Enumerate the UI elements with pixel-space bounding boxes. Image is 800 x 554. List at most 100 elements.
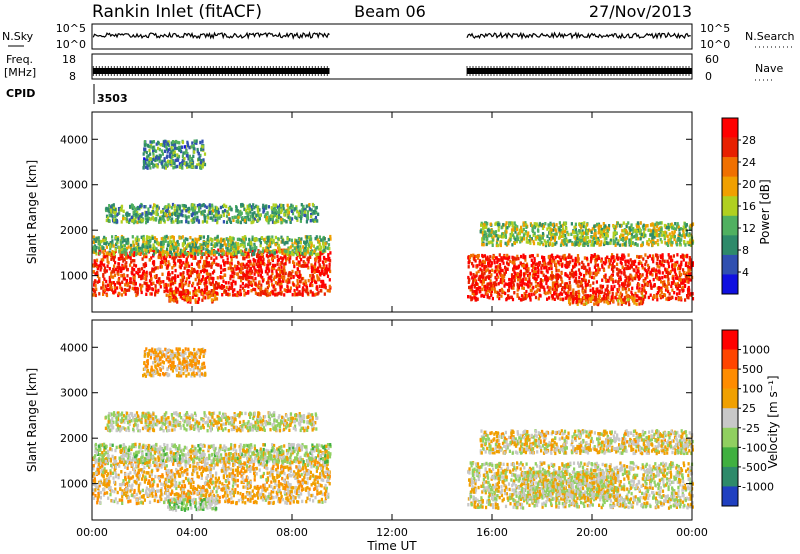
range-cell [208, 253, 211, 258]
range-cell [300, 251, 303, 255]
range-cell [144, 274, 147, 278]
range-cell [177, 247, 180, 251]
range-cell [216, 235, 219, 239]
range-cell [615, 237, 618, 241]
range-cell [551, 259, 554, 263]
range-cell [166, 247, 169, 251]
range-cell [148, 279, 152, 283]
range-cell [637, 237, 640, 241]
range-cell [249, 210, 252, 214]
range-cell [318, 235, 321, 239]
range-cell [663, 280, 666, 284]
range-cell [182, 254, 185, 258]
range-cell [485, 257, 488, 261]
range-cell [498, 253, 501, 257]
range-cell [193, 286, 196, 291]
range-cell [246, 266, 249, 270]
range-cell [509, 237, 512, 242]
range-cell [510, 228, 514, 232]
range-cell [181, 249, 184, 253]
range-cell [535, 222, 538, 226]
range-cell [637, 222, 640, 227]
range-cell [561, 287, 564, 292]
range-cell [491, 268, 494, 272]
range-cell [179, 251, 182, 255]
range-cell [228, 243, 231, 247]
range-cell [122, 259, 125, 263]
range-cell [138, 267, 141, 272]
range-cell [613, 284, 616, 289]
range-cell [670, 243, 673, 247]
range-cell [470, 284, 473, 288]
range-cell [249, 259, 252, 263]
range-cell [615, 267, 619, 271]
range-cell [571, 273, 574, 277]
range-cell [560, 292, 564, 296]
range-cell [541, 236, 544, 240]
range-cell [201, 203, 204, 208]
range-cell [327, 243, 331, 247]
range-cell [659, 293, 662, 297]
range-cell [216, 243, 219, 247]
range-cell [577, 243, 581, 247]
range-cell [116, 239, 119, 243]
range-cell [163, 285, 166, 289]
range-cell [666, 234, 669, 238]
range-cell [206, 220, 209, 224]
freq-panel-frame [91, 53, 693, 80]
range-cell [210, 242, 213, 246]
range-cell [479, 230, 482, 234]
range-cell [675, 240, 678, 244]
range-cell [205, 285, 209, 289]
range-cell [536, 235, 539, 240]
range-cell [166, 276, 169, 280]
range-cell [676, 238, 679, 242]
range-cell [254, 287, 257, 292]
range-cell [118, 207, 121, 212]
range-cell [280, 275, 284, 279]
range-cell [646, 270, 649, 274]
range-cell [590, 299, 593, 303]
range-cell [95, 258, 99, 262]
range-cell [519, 298, 523, 302]
range-cell [520, 237, 523, 241]
range-cell [305, 285, 309, 290]
range-cell [94, 239, 97, 243]
range-cell [626, 264, 629, 269]
range-cell [592, 243, 595, 247]
range-cell [191, 243, 194, 247]
range-cell [544, 243, 548, 248]
range-cell [201, 298, 204, 302]
range-cell [651, 243, 654, 247]
range-cell [186, 298, 189, 302]
range-cell [96, 280, 99, 284]
range-cell [207, 249, 210, 254]
range-cell [611, 253, 614, 257]
range-cell [259, 243, 262, 248]
range-cell [584, 280, 587, 284]
range-cell [293, 264, 296, 269]
range-cell [187, 283, 190, 288]
range-cell [154, 289, 157, 294]
range-cell [100, 258, 103, 262]
range-cell [233, 271, 236, 276]
range-cell [197, 252, 200, 256]
range-cell [630, 265, 633, 269]
range-cell [211, 271, 215, 275]
range-cell [602, 242, 606, 247]
range-cell [262, 249, 266, 253]
range-cell [298, 270, 301, 274]
range-cell [284, 262, 287, 266]
range-cell [622, 300, 625, 304]
range-cell [487, 282, 490, 286]
range-cell [549, 223, 552, 227]
range-cell [512, 274, 515, 279]
range-cell [203, 277, 206, 282]
range-cell [176, 287, 179, 291]
range-cell [514, 223, 517, 228]
range-cell [238, 275, 241, 280]
range-cell [479, 286, 482, 290]
range-cell [470, 297, 473, 302]
range-cell [676, 253, 679, 257]
range-cell [644, 269, 647, 273]
